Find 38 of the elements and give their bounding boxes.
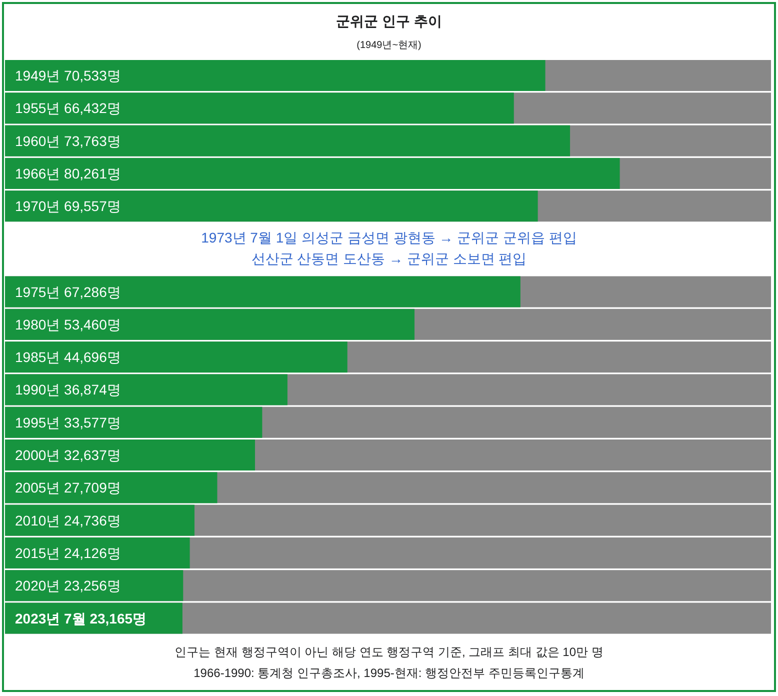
data-label: 53,460명 [60,316,121,332]
text: 인구는 현재 행정구역이 아닌 해당 연도 행정구역 기준, 그래프 최대 값은 10만 명 [174,645,604,659]
y-tick-label: 1985년 [15,349,60,366]
y-tick-label: 1966년 [15,165,60,182]
data-label: 23,256명 [60,578,121,594]
data-label: 24,126명 [60,544,121,561]
y-tick-label: 1949년 [15,68,60,84]
data-label: 70,533명 [60,68,121,84]
text: 1966-1990: 통계청 인구총조사, 1995-현재: 행정안전부 주민등록인구통계 [194,666,584,680]
data-label: 27,709명 [60,480,121,496]
annotation: 1973년 7월 1일 의성군 금성면 광현동 → 군위군 군위읍 편입 [201,230,577,246]
y-tick-label: 2010년 [15,512,60,528]
data-label: 23,165명 [86,610,147,626]
data-label: 36,874명 [60,382,121,398]
data-label: 24,736명 [60,512,121,528]
data-label: 66,432명 [60,100,121,116]
data-label: 67,286명 [60,284,121,300]
annotation: 선산군 산동면 도산동 → 군위군 소보면 편입 [251,250,527,267]
y-tick-label: 1975년 [15,284,60,300]
data-label: 69,557명 [60,198,121,214]
y-tick-label: 1995년 [15,414,60,430]
y-tick-label: 1960년 [15,132,60,149]
y-tick-label: 1955년 [15,100,60,116]
chart-title: 군위군 인구 추이 [336,13,442,29]
y-tick-label: 2005년 [15,480,60,496]
y-tick-label: 2000년 [15,447,60,463]
chart-subtitle: (1949년~현재) [356,40,422,51]
y-tick-label: 2023년 7월 [15,610,86,626]
data-label: 80,261명 [60,165,121,182]
y-tick-label: 1990년 [15,382,60,398]
y-tick-label: 1980년 [15,316,60,332]
data-label: 32,637명 [60,447,121,463]
y-tick-label: 1970년 [15,198,60,214]
data-label: 44,696명 [60,349,121,366]
data-label: 73,763명 [60,132,121,149]
y-tick-label: 2015년 [15,544,60,561]
data-label: 33,577명 [60,414,121,430]
y-tick-label: 2020년 [15,578,60,594]
